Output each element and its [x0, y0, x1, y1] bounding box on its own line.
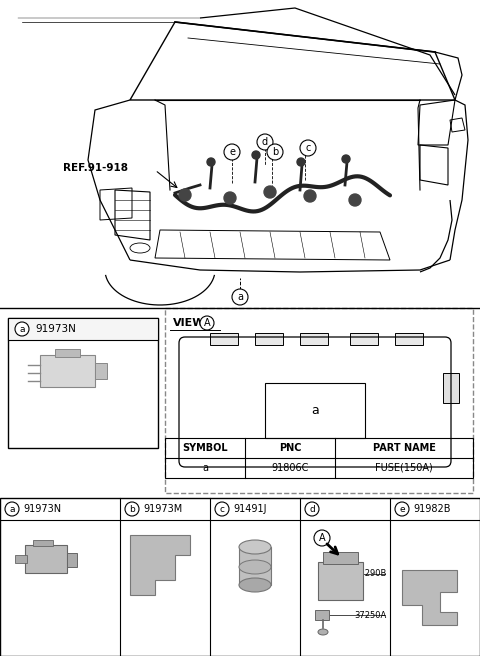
Text: PNC: PNC — [279, 443, 301, 453]
Circle shape — [264, 186, 276, 198]
Circle shape — [5, 502, 19, 516]
Text: 37290B: 37290B — [355, 569, 387, 579]
Text: VIEW: VIEW — [173, 318, 205, 328]
Polygon shape — [15, 555, 27, 563]
Text: b: b — [272, 147, 278, 157]
Text: a: a — [237, 292, 243, 302]
Polygon shape — [315, 610, 329, 620]
Text: 91973N: 91973N — [23, 504, 61, 514]
Text: d: d — [262, 137, 268, 147]
Circle shape — [257, 134, 273, 150]
Circle shape — [395, 502, 409, 516]
Ellipse shape — [239, 560, 271, 574]
Polygon shape — [55, 349, 80, 357]
Polygon shape — [130, 535, 190, 595]
Text: PART NAME: PART NAME — [372, 443, 435, 453]
Text: 91806C: 91806C — [271, 463, 309, 473]
Polygon shape — [350, 333, 378, 345]
Circle shape — [297, 158, 305, 166]
Circle shape — [207, 158, 215, 166]
Circle shape — [304, 190, 316, 202]
Text: 91973N: 91973N — [35, 324, 76, 334]
Circle shape — [215, 502, 229, 516]
Circle shape — [252, 151, 260, 159]
Polygon shape — [40, 355, 95, 387]
Text: FUSE(150A): FUSE(150A) — [375, 463, 433, 473]
Text: a: a — [311, 403, 319, 417]
Text: b: b — [129, 504, 135, 514]
Text: SYMBOL: SYMBOL — [182, 443, 228, 453]
Circle shape — [305, 502, 319, 516]
Circle shape — [200, 316, 214, 330]
Circle shape — [179, 189, 191, 201]
Polygon shape — [323, 552, 358, 564]
Polygon shape — [67, 553, 77, 567]
Circle shape — [314, 530, 330, 546]
Text: 37250A: 37250A — [355, 611, 387, 619]
Polygon shape — [300, 333, 328, 345]
Text: a: a — [19, 325, 25, 333]
Text: 91973M: 91973M — [143, 504, 182, 514]
Polygon shape — [33, 540, 53, 546]
Polygon shape — [25, 545, 67, 573]
Circle shape — [224, 192, 236, 204]
Circle shape — [349, 194, 361, 206]
Polygon shape — [210, 333, 238, 345]
Text: d: d — [309, 504, 315, 514]
Text: 91491J: 91491J — [233, 504, 266, 514]
Text: e: e — [399, 504, 405, 514]
Ellipse shape — [239, 540, 271, 554]
Circle shape — [232, 289, 248, 305]
Polygon shape — [395, 333, 423, 345]
Text: 91982B: 91982B — [413, 504, 451, 514]
Ellipse shape — [318, 629, 328, 635]
Circle shape — [125, 502, 139, 516]
Circle shape — [342, 155, 350, 163]
Text: e: e — [229, 147, 235, 157]
Text: c: c — [219, 504, 225, 514]
Polygon shape — [402, 570, 457, 625]
Text: a: a — [9, 504, 15, 514]
Circle shape — [15, 322, 29, 336]
Text: c: c — [305, 143, 311, 153]
Text: A: A — [319, 533, 325, 543]
Text: a: a — [202, 463, 208, 473]
Polygon shape — [255, 333, 283, 345]
Polygon shape — [318, 562, 363, 600]
Circle shape — [267, 144, 283, 160]
Ellipse shape — [239, 578, 271, 592]
Polygon shape — [239, 547, 271, 585]
Polygon shape — [8, 318, 158, 340]
Circle shape — [224, 144, 240, 160]
Polygon shape — [443, 373, 459, 403]
Circle shape — [300, 140, 316, 156]
Polygon shape — [95, 363, 107, 379]
Text: REF.91-918: REF.91-918 — [63, 163, 128, 173]
Text: A: A — [204, 318, 210, 328]
